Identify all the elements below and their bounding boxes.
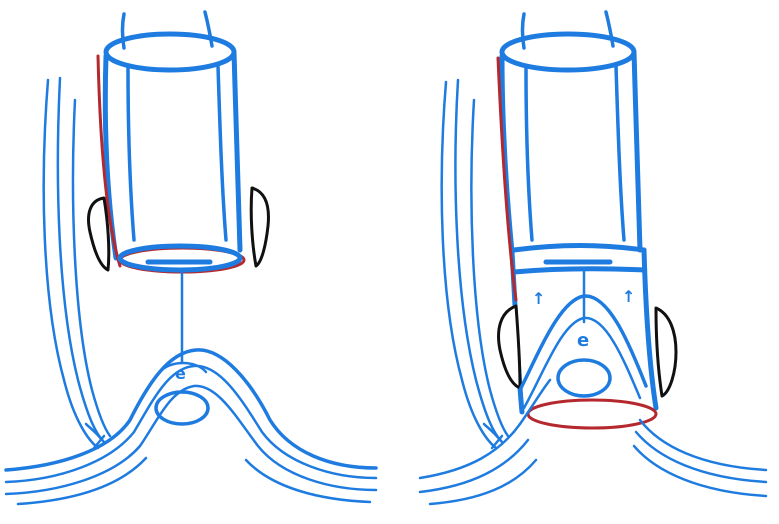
- left-panel: e: [4, 10, 378, 506]
- right-lesion-fold: [418, 294, 768, 506]
- right-arrow-left: ↑: [532, 289, 545, 308]
- right-papilla-label: e: [577, 330, 589, 351]
- left-snare-wing-right: [249, 186, 270, 268]
- right-arrow-right: ↑: [622, 287, 635, 306]
- right-snare-wing-left: [497, 304, 522, 390]
- right-scope-shaft: [499, 10, 643, 255]
- left-snare-wing-left: [87, 196, 111, 272]
- right-bowel-wall: [440, 78, 510, 450]
- right-panel: e ↑ ↑: [418, 10, 768, 506]
- left-lesion-fold: [4, 348, 378, 506]
- left-cap-bottom: [117, 243, 243, 273]
- left-bowel-wall: [42, 76, 112, 450]
- right-snare-wing-right: [654, 306, 678, 398]
- right-cap-red-edge: [496, 56, 658, 430]
- left-scope-shaft: [102, 10, 243, 261]
- left-papilla-label: e: [175, 364, 186, 383]
